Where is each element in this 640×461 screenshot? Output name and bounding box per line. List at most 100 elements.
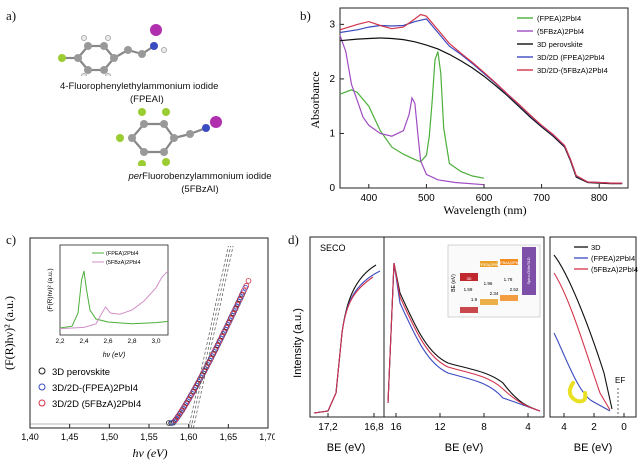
molecule-fpeai-name: 4-Fluorophenylethylammonium iodide: [60, 81, 219, 92]
tauc-point-3d-2d-5fbza-2pbi4: [239, 292, 245, 298]
ups-valence-curve-fpea-2pbi4: [387, 262, 541, 412]
tauc-onset-line: [188, 245, 229, 429]
absorbance-series-fpea-2pbi4: [339, 51, 485, 179]
ups-legend-label: (FPEA)2PbI4: [591, 254, 635, 263]
tauc-point-3d-2d-5fbza-2pbi4: [210, 351, 216, 358]
ups-xtick-label: 4: [561, 422, 567, 433]
energy-diagram-inset: 3D (FPEA)2PbI4(5FBzA)2PbI4 Spiro-OMeTAD 1.5…: [447, 244, 541, 318]
tauc-inset-xtick-label: 2,8: [127, 338, 136, 345]
tauc-inset-xtick-label: 2,4: [79, 338, 88, 345]
tauc-chart: 1,40 1,45 1,50 1,55 1,60 1,65 1,70 hν (eV) (F(…: [2, 237, 275, 460]
tauc-ylabel: (F(R)hν)² (a.u.): [2, 296, 16, 370]
absorbance-ytick-label: 0: [329, 183, 335, 194]
absorbance-series-3d-2d-5fbza-2pbi4: [339, 13, 623, 184]
absorbance-legend-label: 3D/2D-(5FBzA)2PbI4: [537, 66, 608, 75]
tauc-inset-legend-label: (FPEA)2PbI4: [106, 251, 138, 257]
energy-level-vb-3d: [460, 307, 478, 313]
ups-subpanel-fermi: [549, 236, 637, 418]
tauc-inset-xlabel: hν (eV): [103, 352, 126, 359]
tauc-legend-marker: [38, 367, 46, 375]
energy-level-cb-3d: [460, 273, 478, 281]
tauc-inset-xtick-label: 2,2: [55, 338, 64, 345]
ups-fermi-curve-fpea-2pbi4: [553, 332, 611, 412]
energy-gap-value: 1.78: [504, 277, 513, 282]
molecule-fpeai-drawing: [58, 24, 167, 76]
ups-chart: Intensity (a.u.) SECO 17,2 16,8 16 12 8 4 4 2 0 …: [292, 236, 638, 454]
tauc-legend-label: 3D/2D (5FBzA)2PbI4: [52, 399, 141, 410]
ups-xtick-label: 2: [591, 422, 597, 433]
tauc-point-3d-2d-5fbza-2pbi4: [216, 338, 223, 344]
tauc-onset-line: [190, 245, 232, 429]
tauc-point-3d-2d-5fbza-2pbi4: [241, 287, 247, 294]
energy-gap-value: 1.9: [471, 297, 478, 302]
tauc-point-3d-2d-5fbza-2pbi4: [232, 306, 239, 313]
tauc-point-3d-2d-5fbza-2pbi4: [236, 297, 243, 303]
absorbance-ytick-label: 1: [329, 128, 335, 139]
ups-seco-title: SECO: [320, 243, 346, 253]
tauc-onset-line: [193, 245, 234, 429]
tauc-legend-marker: [38, 399, 46, 407]
tauc-inset-legend-label: (5FBzA)2PbI4: [106, 260, 141, 266]
tauc-legend-label: 3D/2D-(FPEA)2PbI4: [52, 383, 138, 394]
energy-level-label: (5FBzA)2PbI4: [496, 260, 522, 265]
ups-legend-label: 3D: [591, 243, 601, 252]
tauc-xtick-label: 1,40: [21, 432, 39, 442]
ups-seco-curve-5fbza-2pbi4: [313, 276, 374, 414]
absorbance-legend-label: 3D perovskite: [537, 40, 583, 49]
ups-xtick-label: 4: [525, 422, 531, 433]
tauc-point-3d-2d-5fbza-2pbi4: [219, 334, 225, 340]
absorbance-xtick-label: 500: [418, 193, 435, 204]
energy-level-vb-5fbza-2pbi4: [500, 295, 518, 301]
absorbance-plot-frame: [339, 7, 629, 189]
absorbance-xtick-label: 800: [591, 193, 608, 204]
tauc-xtick-label: 1,55: [140, 432, 158, 442]
ups-xlabel-2: BE (eV): [445, 442, 484, 454]
tauc-xtick-label: 1,50: [101, 432, 119, 442]
energy-gap-value: 1.59: [464, 287, 473, 292]
panel-c-label: c): [6, 232, 17, 247]
absorbance-legend-label: 3D/2D (FPEA)2PbI4: [537, 53, 605, 62]
tauc-point-3d-2d-5fbza-2pbi4: [223, 324, 230, 331]
panel-a-label: a): [6, 8, 17, 23]
tauc-inset-xtick-label: 2,6: [103, 338, 112, 345]
ups-xtick-label: 16: [390, 422, 402, 433]
tauc-legend-marker: [38, 383, 46, 391]
energy-level-vb-fpea-2pbi4: [480, 299, 498, 305]
energy-gap-value: 2.52: [510, 287, 519, 292]
energy-level-cb-fpea-2pbi4: [480, 261, 498, 267]
absorbance-chart: 400 500 600 700 800 0 1 2 3 Wavelength (nm) Abs…: [308, 7, 629, 217]
tauc-point-3d-2d-5fbza-2pbi4: [227, 315, 234, 322]
molecule-fpeai-abbr: (FPEAI): [130, 94, 164, 105]
absorbance-legend-label: (5FBzA)2PbI4: [537, 27, 584, 36]
tauc-point-3d-2d-5fbza-2pbi4: [221, 329, 227, 335]
energy-level-spiro-ometad: [522, 247, 536, 295]
tauc-point-3d-2d-5fbza-2pbi4: [230, 311, 236, 317]
absorbance-xtick-label: 600: [476, 193, 493, 204]
energy-level-label: (FPEA)2PbI4: [477, 262, 501, 267]
tauc-xtick-label: 1,65: [220, 432, 238, 442]
ups-ylabel: Intensity (a.u.): [292, 308, 304, 378]
tauc-inset-frame: [59, 244, 169, 336]
tauc-point-3d-2d-5fbza-2pbi4: [214, 342, 221, 349]
energy-level-label: Spiro-OMeTAD: [526, 257, 531, 284]
ups-xlabel-3: BE (eV): [574, 442, 613, 454]
ups-fermi-curve-5fbza-2pbi4: [553, 272, 611, 411]
ups-xtick-label: 0: [621, 422, 627, 433]
tauc-point-3d-2d-5fbza-2pbi4: [225, 320, 232, 326]
absorbance-xtick-label: 700: [533, 193, 550, 204]
ups-subpanel-seco: [309, 236, 385, 418]
ups-xtick-label: 8: [481, 422, 487, 433]
energy-level-label: 3D: [466, 276, 471, 281]
energy-gap-value: 1.96: [484, 281, 493, 286]
ups-highlight-marker: [567, 381, 588, 404]
ups-valence-curve-5fbza-2pbi4: [387, 262, 541, 412]
absorbance-ylabel: Absorbance: [308, 71, 322, 128]
tauc-inset-series-fpea-2pbi4: [59, 270, 169, 329]
ups-xtick-label: 16,8: [364, 422, 384, 433]
tauc-xtick-label: 1,45: [61, 432, 79, 442]
absorbance-ytick-label: 2: [329, 74, 335, 85]
panel-d-label: d): [288, 232, 299, 247]
tauc-inset-series-5fbza-2pbi4: [59, 270, 169, 330]
ups-seco-curve-fpea-2pbi4: [313, 270, 381, 414]
absorbance-xtick-label: 400: [360, 193, 377, 204]
